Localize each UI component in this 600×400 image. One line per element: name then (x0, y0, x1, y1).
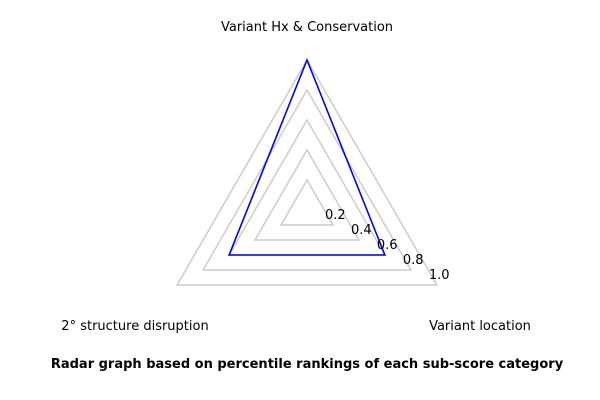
radar-tick-label: 0.2 (325, 208, 346, 223)
radar-gridline-ring-1 (279, 178, 335, 226)
radar-tick-label: 0.6 (377, 238, 398, 253)
radar-gridline-ring-5 (175, 58, 439, 286)
radar-tick-label: 0.4 (351, 223, 372, 238)
chart-caption: Radar graph based on percentile rankings… (50, 357, 564, 372)
radar-gridline-ring-2 (253, 148, 361, 241)
axis-label-variant-location: Variant location (429, 319, 531, 334)
radar-series-layer (227, 57, 387, 256)
radar-tick-label: 1.0 (429, 268, 450, 283)
radar-tick-label: 0.8 (403, 253, 424, 268)
axis-label-variant-hx-conservation: Variant Hx & Conservation (221, 20, 393, 35)
radar-grid (175, 58, 439, 286)
radar-series-polygon (227, 57, 387, 256)
axis-label-secondary-structure-disruption: 2° structure disruption (61, 319, 208, 334)
radar-tick-labels: 0.2 0.4 0.6 0.8 1.0 (325, 208, 450, 283)
radar-gridline-ring-4 (201, 88, 413, 271)
